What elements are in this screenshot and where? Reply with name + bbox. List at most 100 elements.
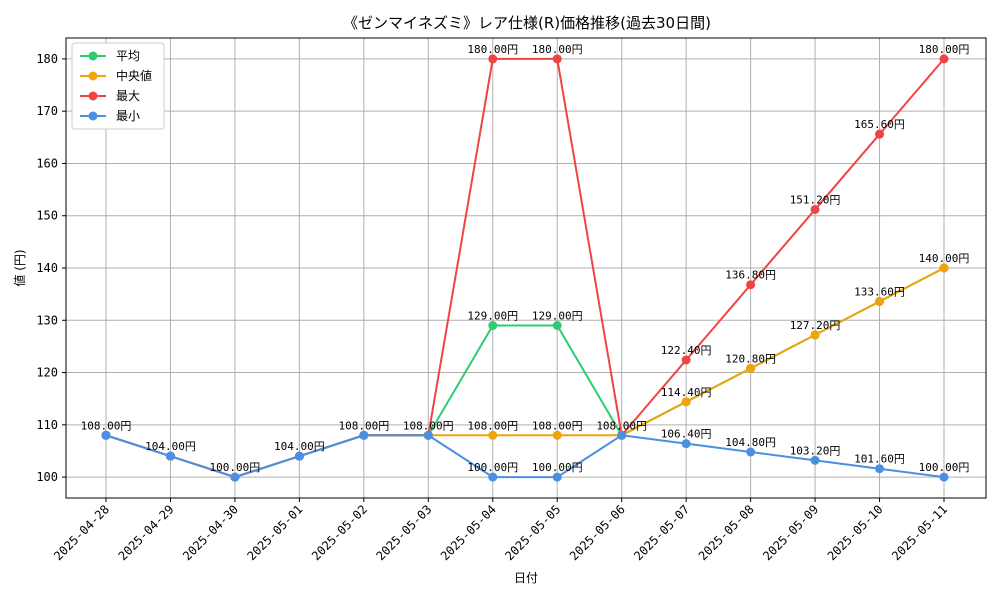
x-axis-label: 日付 [514, 571, 538, 585]
data-label: 127.20円 [790, 319, 841, 332]
data-point [552, 321, 562, 330]
y-tick-label: 180 [36, 52, 58, 66]
data-point [746, 363, 756, 373]
x-tick-label: 2025-05-03 [373, 502, 434, 563]
data-point [939, 54, 949, 64]
data-label: 180.00円 [532, 43, 583, 56]
legend-item: 最小 [80, 109, 140, 123]
legend-label: 中央値 [116, 68, 152, 83]
x-tick-label: 2025-04-29 [116, 502, 177, 563]
data-point [939, 472, 949, 482]
data-point [165, 451, 175, 461]
data-label: 103.20円 [790, 444, 841, 457]
legend-item: 平均 [80, 49, 140, 63]
data-label: 104.80円 [725, 436, 776, 449]
data-labels: 108.00円 104.00円 100.00円 104.00円 108.00円 108.0… [81, 43, 970, 474]
series-layer [101, 54, 949, 482]
x-tick-label: 2025-05-08 [696, 502, 757, 563]
y-axis: 100 110 120 130 140 150 160 170 180 [36, 52, 66, 484]
data-label: 108.00円 [81, 419, 132, 432]
data-point [810, 204, 820, 214]
data-label: 129.00円 [467, 310, 518, 323]
data-label: 136.80円 [725, 269, 776, 282]
data-point [101, 430, 111, 440]
data-label: 108.00円 [467, 419, 518, 432]
x-tick-label: 2025-05-02 [309, 502, 370, 563]
x-tick-label: 2025-04-28 [51, 502, 112, 563]
x-tick-label: 2025-05-04 [438, 502, 499, 563]
y-tick-label: 120 [36, 366, 58, 380]
data-point [746, 447, 756, 457]
data-point [488, 54, 498, 64]
data-point [488, 321, 498, 330]
data-label: 108.00円 [338, 419, 389, 432]
data-point [681, 439, 691, 449]
data-label: 100.00円 [467, 461, 518, 474]
y-axis-label: 値 (円) [12, 249, 27, 286]
data-label: 165.60円 [854, 118, 905, 131]
data-label: 151.20円 [790, 193, 841, 206]
data-label: 100.00円 [532, 461, 583, 474]
data-point [617, 430, 627, 440]
legend-box [71, 42, 165, 130]
y-tick-label: 110 [36, 418, 58, 432]
data-point [552, 54, 562, 64]
data-point [939, 263, 949, 273]
legend-marker [88, 51, 98, 61]
data-label: 114.40円 [661, 386, 712, 399]
y-tick-label: 130 [36, 313, 58, 327]
data-point [746, 280, 756, 290]
grid [66, 38, 986, 498]
x-axis: 2025-04-28 2025-04-29 2025-04-30 2025-05-01… [51, 498, 950, 563]
data-label: 180.00円 [919, 43, 970, 56]
data-point [552, 430, 562, 440]
data-label: 129.00円 [532, 310, 583, 323]
x-tick-label: 2025-05-09 [760, 502, 821, 563]
data-label: 100.00円 [919, 461, 970, 474]
y-tick-label: 140 [36, 261, 58, 275]
data-point [875, 129, 885, 139]
y-tick-label: 100 [36, 470, 58, 484]
data-label: 100.00円 [210, 461, 261, 474]
data-point [810, 330, 820, 340]
data-label: 108.00円 [403, 419, 454, 432]
y-tick-label: 150 [36, 209, 58, 223]
data-point [294, 451, 304, 461]
legend-item: 中央値 [80, 68, 152, 83]
data-point [488, 430, 498, 440]
data-point [423, 430, 433, 440]
y-tick-label: 170 [36, 104, 58, 118]
data-label: 140.00円 [919, 252, 970, 265]
data-point [230, 472, 240, 482]
data-point [810, 455, 820, 465]
data-label: 180.00円 [467, 43, 518, 56]
legend-label: 最小 [116, 109, 140, 123]
series-最小 [101, 430, 949, 482]
x-tick-label: 2025-05-06 [567, 502, 628, 563]
data-point [875, 464, 885, 474]
x-tick-label: 2025-05-11 [889, 502, 950, 563]
data-point [875, 296, 885, 306]
data-label: 101.60円 [854, 453, 905, 466]
data-point [681, 397, 691, 407]
data-label: 122.40円 [661, 344, 712, 357]
data-label: 106.40円 [661, 428, 712, 441]
x-tick-label: 2025-05-07 [631, 502, 692, 563]
data-point [681, 355, 691, 365]
data-point [488, 472, 498, 482]
x-tick-label: 2025-05-01 [245, 502, 306, 563]
legend-label: 最大 [116, 89, 140, 103]
data-point [552, 472, 562, 482]
legend-item: 最大 [80, 89, 140, 103]
legend-marker [88, 111, 98, 121]
data-label: 104.00円 [274, 440, 325, 453]
data-label: 108.00円 [596, 419, 647, 432]
legend-marker [88, 91, 98, 101]
x-tick-label: 2025-04-30 [180, 502, 241, 563]
data-label: 120.80円 [725, 352, 776, 365]
data-label: 133.60円 [854, 285, 905, 298]
x-tick-label: 2025-05-05 [502, 502, 563, 563]
series-line [105, 434, 945, 479]
